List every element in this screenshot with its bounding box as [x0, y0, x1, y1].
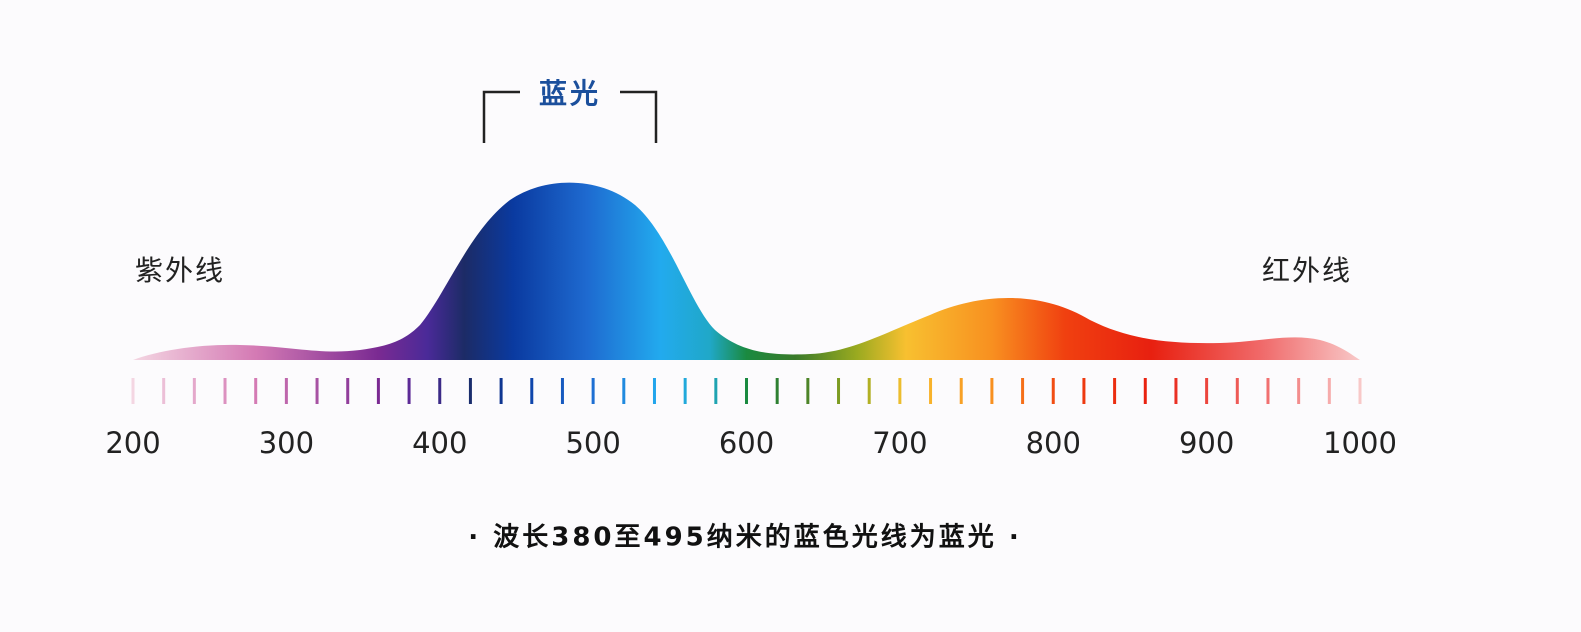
x-tick-label: 600	[719, 426, 774, 460]
x-tick-label: 400	[412, 426, 467, 460]
caption: · 波长380至495纳米的蓝色光线为蓝光 ·	[468, 522, 1021, 553]
highlight-label: 蓝光	[539, 77, 601, 110]
left-label: 紫外线	[135, 254, 225, 287]
x-tick-label: 1000	[1323, 426, 1397, 460]
x-tick-label: 300	[259, 426, 314, 460]
highlight-bracket	[482, 90, 658, 143]
x-tick-label: 900	[1179, 426, 1234, 460]
spectrum-curve	[133, 182, 1360, 360]
x-tick-label: 700	[872, 426, 927, 460]
x-tick-label: 500	[565, 426, 620, 460]
x-tick-label: 800	[1026, 426, 1081, 460]
right-label: 红外线	[1262, 254, 1352, 287]
x-tick-label: 200	[105, 426, 160, 460]
